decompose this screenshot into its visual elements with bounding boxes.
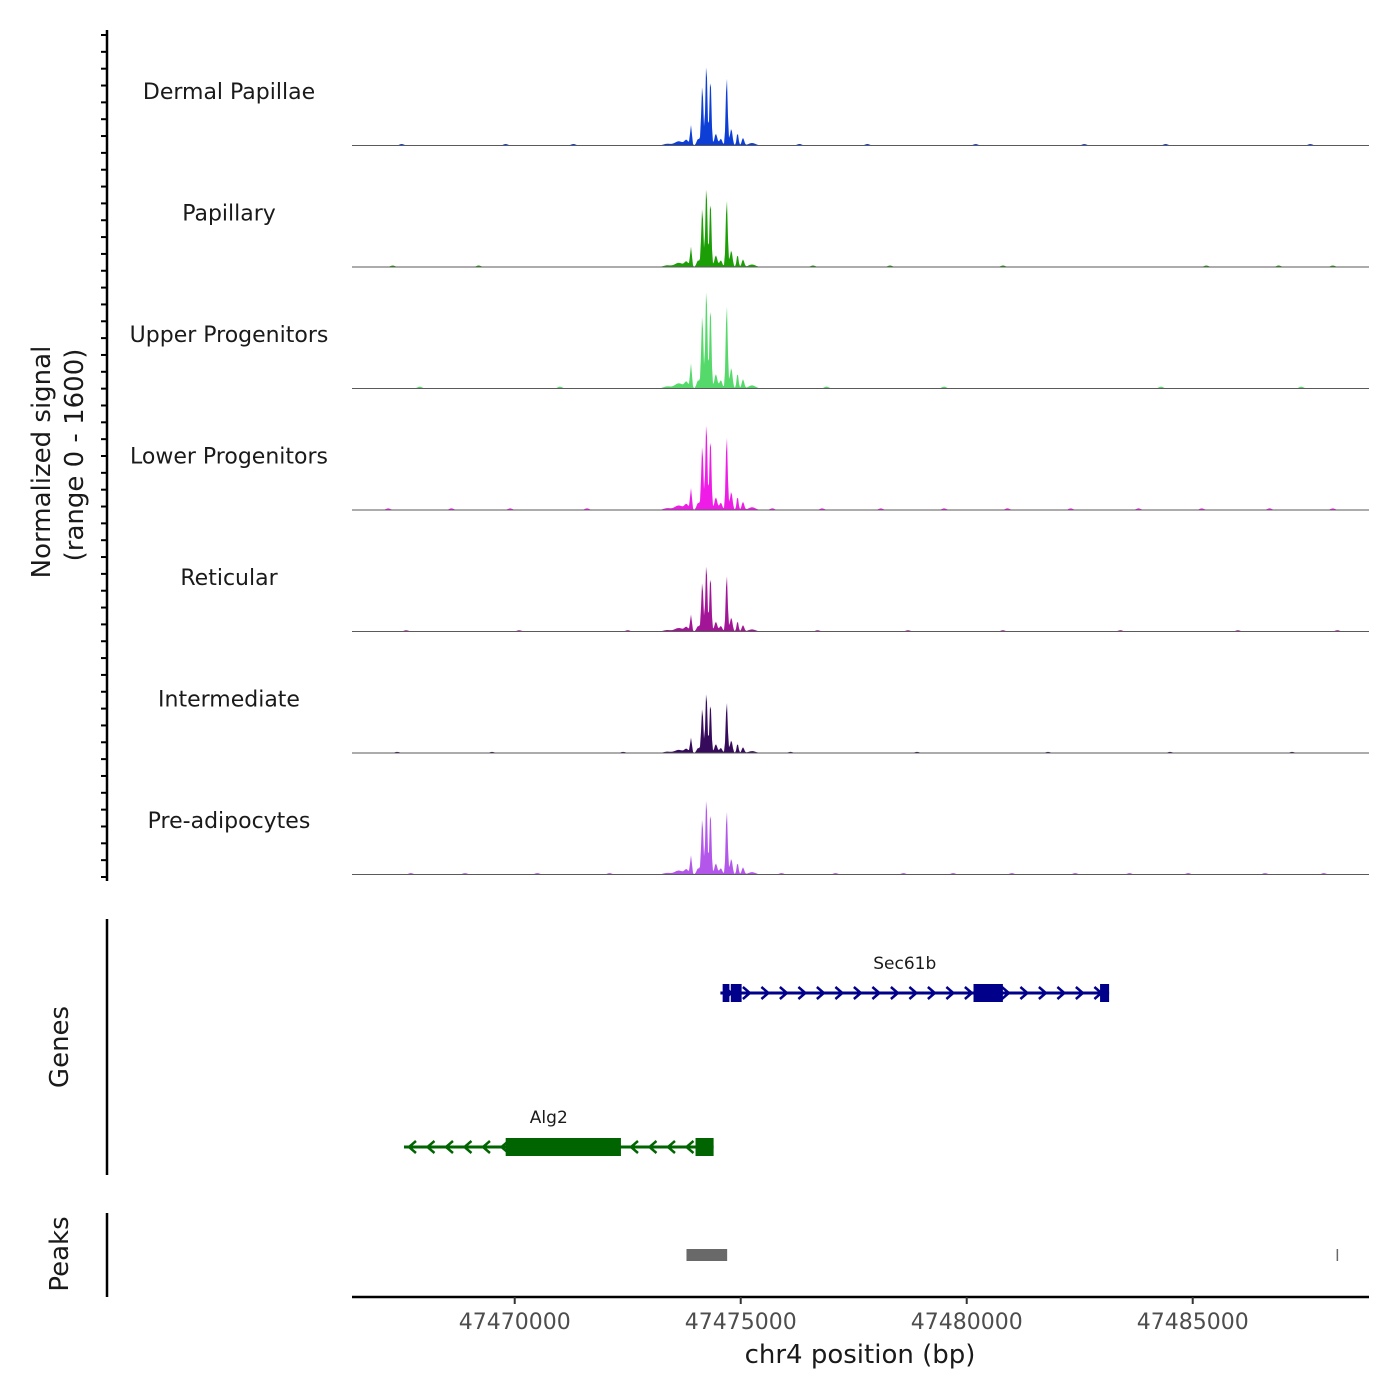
- strand-arrow: [908, 986, 919, 1000]
- gene-exon: [722, 984, 730, 1002]
- coverage-track-label: Upper Progenitors: [130, 323, 329, 348]
- coverage-y-label-line1: Normalized signal: [27, 346, 57, 579]
- coverage-area: [352, 292, 1369, 389]
- x-axis-label: chr4 position (bp): [745, 1340, 976, 1370]
- peak-region: [686, 1249, 728, 1261]
- strand-arrow: [481, 1140, 491, 1154]
- strand-arrow: [834, 986, 845, 1000]
- gene-exon: [695, 1138, 714, 1156]
- x-tick-label: 47485000: [1137, 1310, 1249, 1335]
- gene-track: Sec61b Alg2: [105, 919, 1110, 1175]
- strand-arrow: [1019, 986, 1030, 1000]
- gene-exon: [730, 984, 742, 1002]
- coverage-y-label-line2: (range 0 - 1600): [60, 349, 90, 562]
- strand-arrow: [425, 1140, 436, 1154]
- strand-arrow: [684, 1140, 695, 1154]
- coverage-track-label: Lower Progenitors: [130, 445, 328, 470]
- strand-arrow: [1001, 986, 1011, 1000]
- gene-exon: [973, 984, 1003, 1002]
- strand-arrow: [1075, 986, 1085, 1000]
- strand-arrow: [853, 986, 863, 1000]
- strand-arrow: [1038, 986, 1048, 1000]
- coverage-area: [352, 189, 1369, 267]
- coverage-track: Intermediate: [158, 688, 1369, 754]
- coverage-track: Pre-adipocytes: [148, 801, 1369, 875]
- strand-arrow: [927, 986, 937, 1000]
- coverage-track: Lower Progenitors: [130, 425, 1369, 511]
- coverage-track: Upper Progenitors: [130, 292, 1369, 389]
- coverage-track-label: Dermal Papillae: [143, 80, 315, 105]
- strand-arrow: [462, 1140, 473, 1154]
- peaks-y-label: Peaks: [45, 1216, 75, 1291]
- strand-arrow: [779, 986, 789, 1000]
- coverage-track-label: Pre-adipocytes: [148, 809, 311, 834]
- coverage-track-label: Intermediate: [158, 688, 300, 713]
- strand-arrow: [890, 986, 900, 1000]
- x-tick-label: 47475000: [685, 1310, 797, 1335]
- strand-arrow: [964, 986, 974, 1000]
- strand-arrow: [945, 986, 956, 1000]
- gene-exon: [505, 1138, 621, 1156]
- strand-arrow: [666, 1140, 676, 1154]
- coverage-track: Reticular: [180, 566, 1369, 632]
- coverage-area: [352, 801, 1369, 875]
- gene-name-label: Sec61b: [873, 954, 936, 974]
- strand-arrow: [797, 986, 808, 1000]
- strand-arrow: [742, 986, 752, 1000]
- coverage-track: Papillary: [182, 189, 1369, 268]
- x-tick-label: 47480000: [911, 1310, 1023, 1335]
- genes-y-label: Genes: [45, 1006, 75, 1088]
- coverage-area: [352, 425, 1369, 510]
- coverage-track: Dermal Papillae: [143, 67, 1369, 146]
- coverage-area: [352, 67, 1369, 146]
- coverage-track-label: Papillary: [182, 202, 276, 227]
- coverage-area: [352, 566, 1369, 632]
- strand-arrow: [629, 1140, 639, 1154]
- gene-name-label: Alg2: [530, 1108, 568, 1128]
- strand-arrow: [871, 986, 882, 1000]
- coverage-area: [352, 694, 1369, 753]
- strand-arrow: [407, 1140, 417, 1154]
- gene-exon: [1100, 984, 1110, 1002]
- coverage-tracks: Dermal Papillae Papillary Upper Progenitor…: [101, 30, 1369, 881]
- strand-arrow: [444, 1140, 454, 1154]
- coverage-track-label: Reticular: [180, 566, 278, 591]
- strand-arrow: [1056, 986, 1067, 1000]
- gene-model: Alg2: [403, 1108, 714, 1156]
- strand-arrow: [760, 986, 771, 1000]
- gene-model: Sec61b: [720, 954, 1110, 1002]
- strand-arrow: [816, 986, 826, 1000]
- strand-arrow: [647, 1140, 658, 1154]
- x-tick-label: 47470000: [459, 1310, 571, 1335]
- x-axis: 47470000 47475000 47480000 47485000: [352, 1295, 1369, 1335]
- peak-track: [105, 1213, 1339, 1297]
